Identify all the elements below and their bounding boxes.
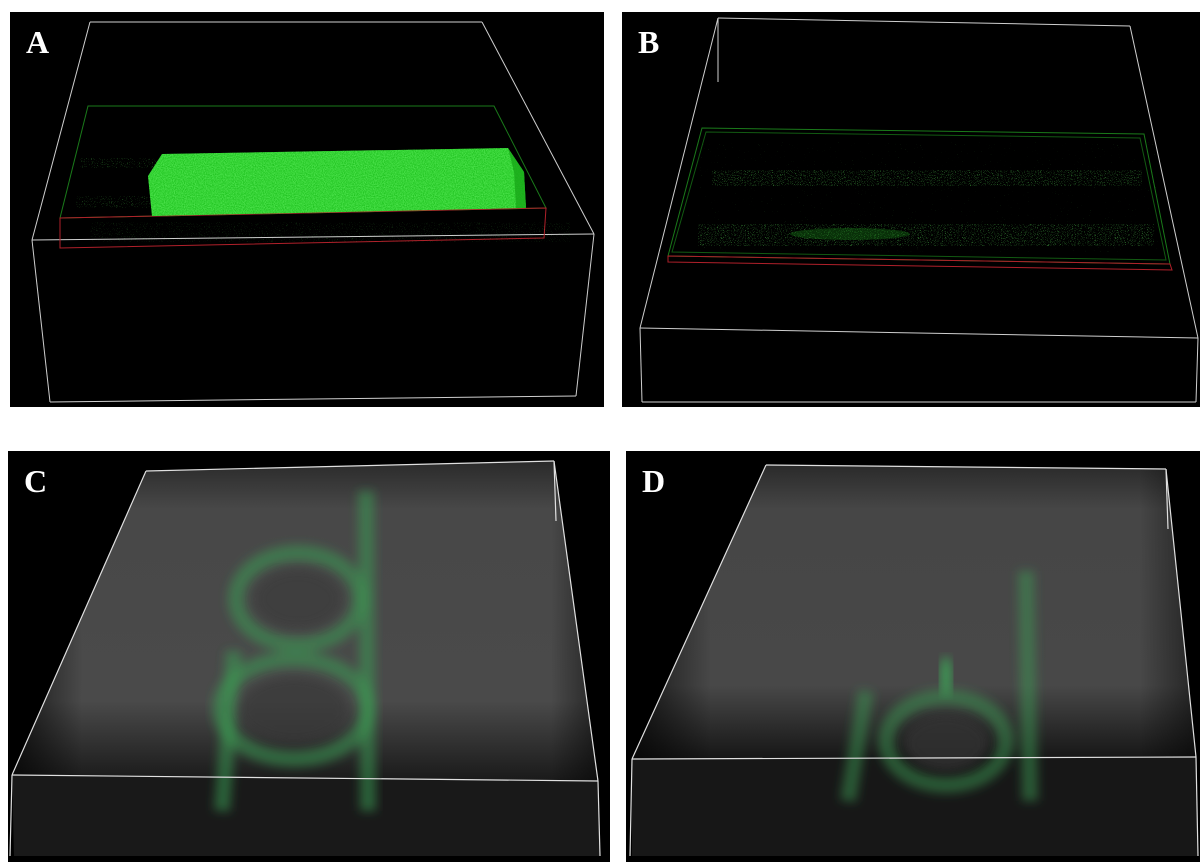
- panel-label: B: [638, 24, 660, 60]
- bounding-box: [9, 460, 601, 857]
- panel-label: C: [24, 463, 48, 499]
- panel-b: B: [622, 12, 1200, 407]
- cell-ring-structures: [212, 490, 376, 812]
- panel-b-render: [639, 17, 1199, 403]
- bounding-box: [629, 464, 1199, 857]
- panel-label: A: [26, 24, 50, 60]
- stage-frame: [667, 127, 1173, 271]
- panel-label: D: [642, 463, 666, 499]
- panel-d-render: [629, 464, 1199, 857]
- filament-lower: [76, 196, 166, 208]
- filament-upper: [80, 158, 170, 168]
- panel-c-render: [9, 460, 601, 857]
- bright-spot: [940, 656, 952, 696]
- cell-ring-structures: [840, 570, 1038, 803]
- panel-c: C: [8, 451, 610, 862]
- panel-a: A: [10, 12, 604, 407]
- bounding-box: [639, 17, 1199, 403]
- panel-a-render: [31, 21, 595, 403]
- panel-d: D: [626, 451, 1200, 862]
